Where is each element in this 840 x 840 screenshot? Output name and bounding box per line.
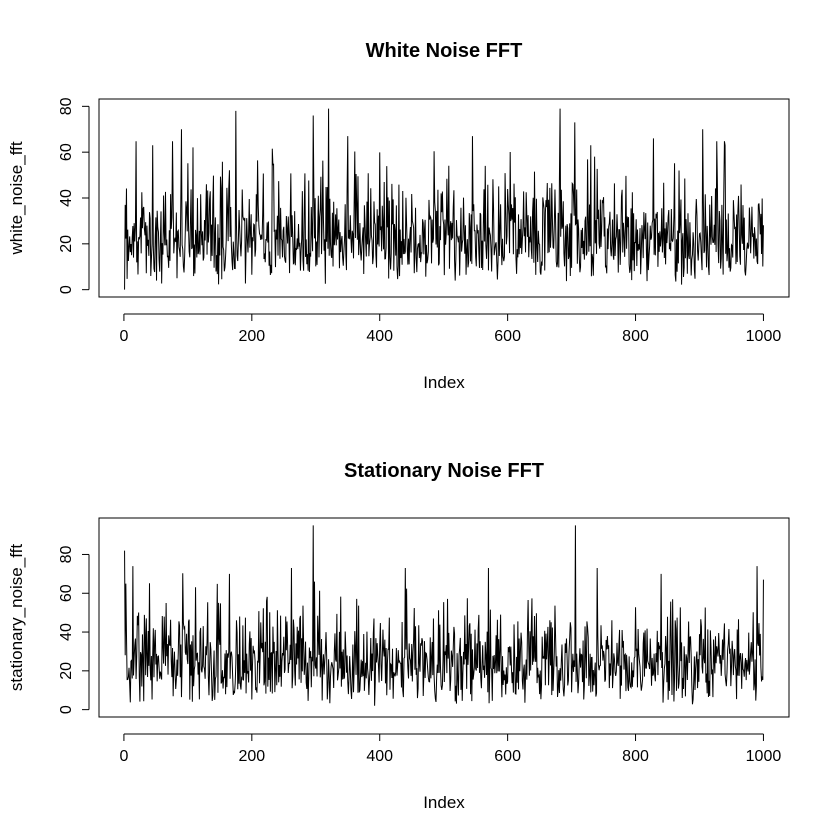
y-tick-label: 0 [58, 285, 75, 294]
y-tick-label: 40 [58, 623, 75, 641]
y-tick-label: 80 [58, 545, 75, 563]
x-tick-label: 400 [366, 748, 393, 765]
x-axis-label: Index [423, 793, 465, 812]
y-tick-label: 80 [58, 97, 75, 115]
chart-title: Stationary Noise FFT [344, 460, 544, 482]
y-tick-label: 40 [58, 189, 75, 207]
y-tick-label: 60 [58, 143, 75, 161]
x-tick-label: 1000 [746, 328, 782, 345]
plot-frame [98, 98, 790, 298]
x-tick-label: 800 [622, 328, 649, 345]
chart-title: White Noise FFT [366, 40, 523, 62]
y-tick-label: 20 [58, 662, 75, 680]
x-axis-label: Index [423, 373, 465, 392]
y-axis-label: stationary_noise_fft [7, 544, 26, 691]
x-tick-label: 200 [238, 328, 265, 345]
x-tick-label: 600 [494, 328, 521, 345]
y-tick-label: 20 [58, 235, 75, 253]
x-tick-label: 200 [238, 748, 265, 765]
x-tick-label: 0 [119, 748, 128, 765]
x-tick-label: 0 [119, 328, 128, 345]
plot-frame [98, 517, 790, 718]
x-tick-label: 600 [494, 748, 521, 765]
x-tick-label: 800 [622, 748, 649, 765]
y-axis-label: white_noise_fft [7, 141, 26, 255]
x-tick-label: 400 [366, 328, 393, 345]
x-tick-label: 1000 [746, 748, 782, 765]
series-line [124, 108, 764, 290]
chart-panel-1: White Noise FFT 0 200 400 600 800 1000 Index 0 20… [7, 40, 790, 392]
y-tick-label: 60 [58, 584, 75, 602]
y-tick-label: 0 [58, 705, 75, 714]
series-line [124, 525, 764, 706]
